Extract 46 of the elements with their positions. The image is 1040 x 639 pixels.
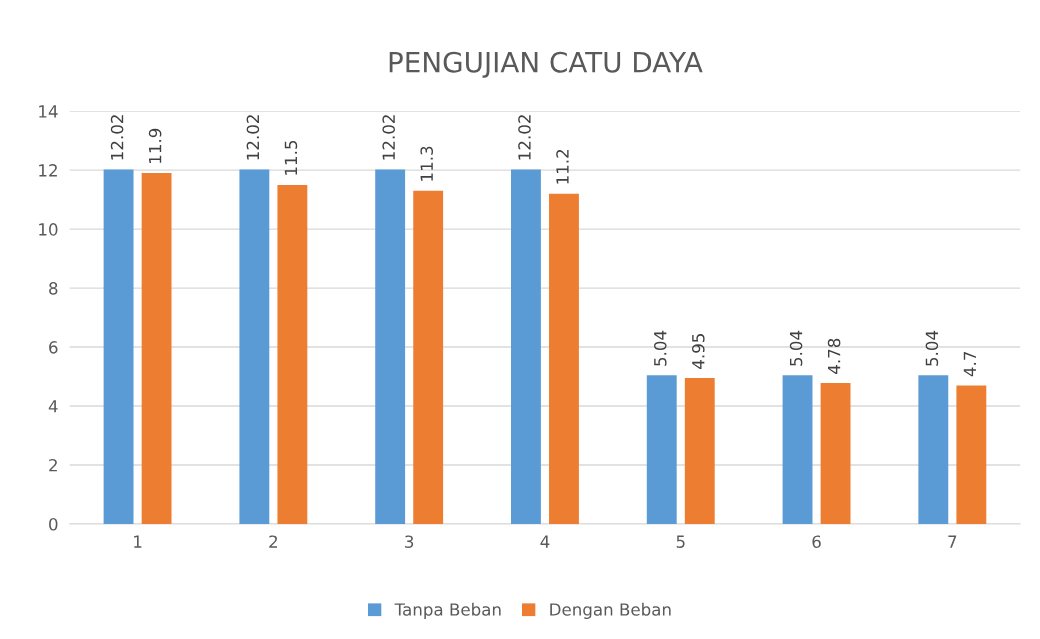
- y-tick-label: 0: [49, 517, 58, 531]
- x-tick-label: 5: [676, 535, 685, 548]
- data-label: 12.02: [246, 115, 260, 160]
- legend-label: Dengan Beban: [550, 602, 671, 619]
- bar: [956, 385, 987, 524]
- chart-title: PENGUJIAN CATU DAYA: [389, 51, 703, 78]
- x-tick-label: 3: [405, 535, 414, 548]
- bar: [549, 193, 579, 524]
- data-label: 5.04: [925, 330, 939, 366]
- bar: [782, 375, 813, 524]
- x-tick-label: 4: [540, 535, 550, 548]
- y-tick-label: 6: [49, 341, 58, 354]
- bar: [820, 383, 851, 524]
- bar: [141, 173, 172, 524]
- data-label: 4.7: [963, 351, 976, 377]
- data-label: 5.04: [653, 330, 667, 366]
- bar: [413, 190, 444, 524]
- data-label: 12.02: [110, 115, 124, 160]
- data-label: 11.9: [148, 128, 162, 163]
- bar: [684, 378, 715, 524]
- x-tick-label: 1: [134, 535, 142, 548]
- x-tick-label: 7: [948, 535, 957, 548]
- data-label: 4.95: [691, 334, 705, 369]
- x-tick-label: 2: [269, 535, 277, 548]
- bar: [239, 169, 270, 524]
- y-tick-label: 4: [48, 400, 58, 413]
- y-tick-label: 14: [39, 105, 58, 118]
- x-tick-label: 6: [812, 535, 821, 548]
- data-label: 11.5: [284, 140, 298, 175]
- bar: [511, 169, 541, 524]
- data-label: 12.02: [382, 115, 395, 160]
- y-tick-label: 10: [39, 223, 58, 236]
- y-tick-label: 8: [49, 282, 58, 295]
- bar: [103, 169, 134, 524]
- data-label: 4.78: [827, 338, 841, 374]
- y-tick-label: 2: [49, 458, 57, 472]
- bar: [277, 184, 308, 524]
- data-label: 11.3: [420, 146, 434, 181]
- bar: [375, 169, 406, 524]
- data-label: 11.2: [556, 149, 569, 184]
- data-label: 5.04: [789, 330, 803, 366]
- data-label: 12.02: [518, 115, 531, 160]
- legend-label: Tanpa Beban: [394, 602, 501, 619]
- bar: [646, 375, 677, 524]
- bar: [918, 375, 949, 524]
- y-tick-label: 12: [39, 164, 57, 177]
